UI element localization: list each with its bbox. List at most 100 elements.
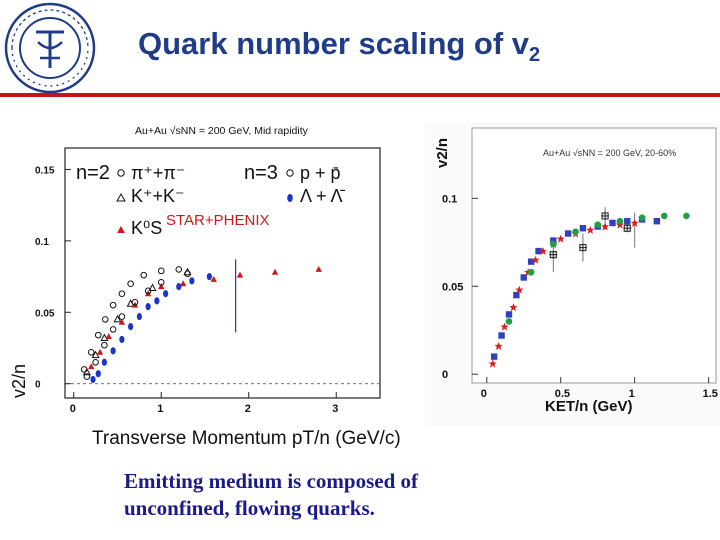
data-point	[88, 363, 95, 370]
data-point	[94, 331, 102, 339]
data-point	[163, 290, 169, 298]
x-tick-label: 0	[70, 403, 76, 415]
data-point	[509, 303, 518, 312]
left-chart: Au+Au √sNN = 200 GeV, Mid rapidity STAR+…	[9, 125, 400, 449]
data-point	[83, 373, 91, 380]
data-point	[513, 291, 520, 299]
data-point	[527, 258, 535, 265]
data-point	[145, 302, 151, 311]
conclusion-line-1: Emitting medium is composed of	[124, 469, 418, 493]
data-point	[118, 313, 126, 320]
slide-title: Quark number scaling of v2	[138, 26, 540, 67]
data-point	[113, 314, 122, 323]
data-point	[579, 225, 587, 232]
y-tick-label: 0	[35, 380, 41, 391]
data-point	[515, 285, 524, 294]
data-point	[498, 332, 505, 339]
legend-label-k0s: K⁰S	[131, 218, 162, 238]
left-x-axis-label: Transverse Momentum pT/n (GeV/c)	[92, 428, 400, 449]
left-y-axis-label: v2/n	[9, 364, 29, 398]
data-point	[500, 322, 509, 331]
data-point	[109, 301, 117, 309]
data-point	[110, 347, 116, 355]
data-point	[184, 270, 191, 278]
data-point	[505, 311, 513, 318]
legend-label-proton: p + p̄	[300, 163, 341, 183]
data-point	[586, 226, 595, 234]
data-point	[157, 267, 165, 275]
slide-title-text: Quark number scaling of v	[138, 26, 530, 61]
data-point	[101, 316, 109, 323]
x-tick-label: 1	[629, 388, 635, 400]
data-point	[128, 322, 134, 331]
data-point	[140, 271, 148, 279]
data-point	[527, 268, 535, 276]
data-point	[101, 358, 107, 366]
data-point	[131, 298, 139, 306]
y-tick-label: 0.1	[35, 237, 49, 248]
data-point	[109, 326, 117, 333]
legend-marker-k0s-icon	[117, 226, 125, 233]
data-point	[101, 341, 108, 349]
right-chart: Au+Au √sNN = 200 GeV, 20-60% v2/n KET/n …	[425, 122, 720, 427]
data-point	[118, 318, 126, 325]
data-point	[623, 224, 632, 233]
data-point	[660, 212, 668, 220]
data-point	[176, 282, 182, 291]
conclusion-text: Emitting medium is composed of unconfine…	[124, 468, 644, 522]
data-point	[630, 218, 639, 227]
data-point	[87, 348, 95, 356]
data-point	[206, 272, 212, 281]
data-point	[601, 222, 610, 231]
data-point	[100, 333, 109, 341]
x-tick-label: 0.5	[555, 388, 570, 400]
data-point	[538, 247, 547, 256]
left-legend: n=2 n=3 π⁺+π⁻ K⁺+K⁻ K⁰S p + p̄ Λ + Λ̄	[76, 162, 346, 238]
data-point	[609, 219, 616, 227]
data-point	[236, 271, 244, 278]
data-point	[578, 243, 587, 252]
data-point	[615, 220, 624, 229]
data-point	[616, 217, 624, 225]
data-point	[564, 230, 572, 237]
legend-label-kaon: K⁺+K⁻	[131, 186, 185, 206]
left-plot-frame	[64, 147, 381, 399]
data-point	[118, 290, 126, 298]
data-point	[105, 333, 112, 340]
university-logo	[4, 2, 96, 94]
legend-label-pion: π⁺+π⁻	[131, 163, 185, 183]
legend-marker-proton-icon	[286, 169, 294, 177]
x-tick-label: 2	[245, 403, 251, 415]
data-point	[601, 211, 610, 220]
data-point	[189, 277, 195, 285]
right-x-axis-label: KET/n (GeV)	[545, 398, 633, 415]
data-point	[154, 297, 160, 305]
data-point	[488, 359, 497, 368]
data-point	[535, 247, 542, 255]
legend-marker-lambda-icon	[287, 194, 293, 202]
data-point	[144, 287, 152, 295]
legend-marker-pion-icon	[117, 169, 125, 177]
data-point	[210, 275, 217, 282]
y-tick-label: 0	[442, 369, 448, 381]
data-point	[158, 283, 165, 290]
data-point	[638, 214, 646, 221]
y-tick-label: 0.05	[442, 281, 463, 293]
logo-emblem-icon	[36, 30, 64, 68]
x-tick-label: 0	[481, 388, 487, 400]
right-plot-frame	[471, 127, 717, 384]
data-point	[179, 280, 187, 287]
data-point	[96, 348, 104, 355]
y-tick-label: 0.15	[35, 165, 55, 176]
data-point	[82, 367, 91, 376]
legend-marker-kaon-icon	[116, 192, 126, 202]
data-point	[315, 265, 322, 272]
left-chart-title: Au+Au √sNN = 200 GeV, Mid rapidity	[135, 125, 309, 137]
data-point	[494, 342, 503, 351]
data-point	[549, 250, 558, 259]
star-phenix-annotation: STAR+PHENIX	[166, 212, 270, 229]
data-point	[572, 228, 579, 236]
data-point	[157, 278, 165, 286]
data-point	[95, 370, 101, 378]
conclusion-line-2: unconfined, flowing quarks.	[124, 496, 375, 520]
